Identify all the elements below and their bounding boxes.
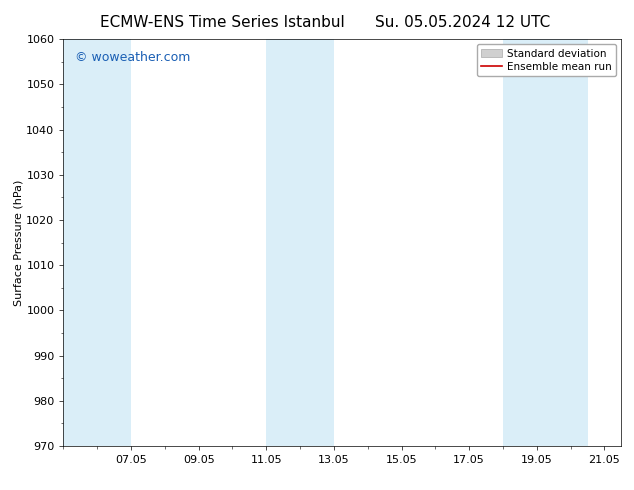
Text: © woweather.com: © woweather.com — [75, 51, 190, 64]
Text: ECMW-ENS Time Series Istanbul: ECMW-ENS Time Series Istanbul — [100, 15, 344, 30]
Y-axis label: Surface Pressure (hPa): Surface Pressure (hPa) — [13, 179, 23, 306]
Bar — [266, 39, 334, 446]
Bar — [503, 39, 588, 446]
Legend: Standard deviation, Ensemble mean run: Standard deviation, Ensemble mean run — [477, 45, 616, 76]
Text: Su. 05.05.2024 12 UTC: Su. 05.05.2024 12 UTC — [375, 15, 550, 30]
Bar — [63, 39, 131, 446]
